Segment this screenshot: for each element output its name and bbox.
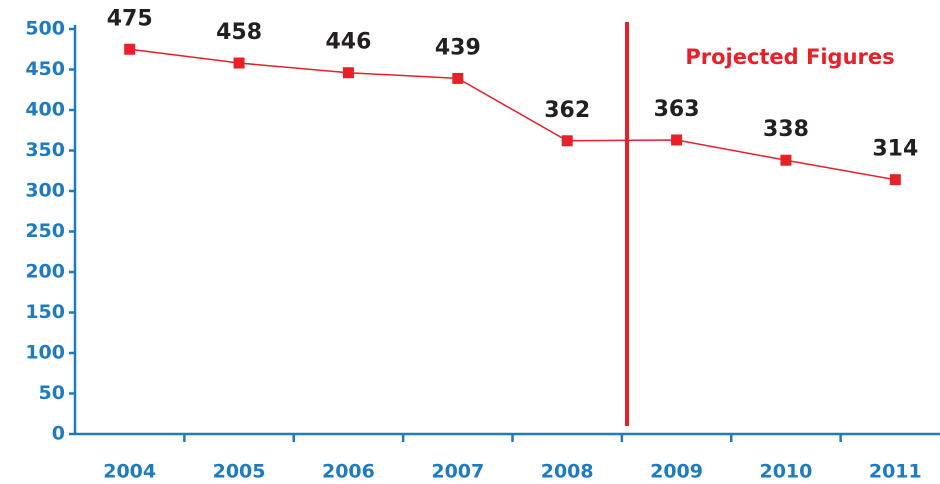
x-tick-label: 2008 — [541, 461, 594, 483]
marker — [889, 174, 901, 186]
data-label: 338 — [763, 117, 809, 142]
data-label: 439 — [435, 35, 481, 60]
data-label: 314 — [872, 137, 918, 162]
x-tick-label: 2009 — [650, 461, 703, 483]
x-tick-label: 2007 — [431, 461, 484, 483]
data-label: 363 — [654, 97, 700, 122]
data-label: 362 — [544, 98, 590, 123]
y-tick-label: 200 — [25, 261, 65, 283]
marker — [452, 72, 464, 84]
y-tick-label: 250 — [25, 220, 65, 242]
y-tick-label: 300 — [25, 180, 65, 202]
x-tick-label: 2010 — [759, 461, 812, 483]
x-tick-label: 2005 — [213, 461, 266, 483]
x-tick-label: 2004 — [103, 461, 156, 483]
y-tick-label: 0 — [52, 423, 65, 445]
y-tick-label: 100 — [25, 342, 65, 364]
y-tick-label: 450 — [25, 58, 65, 80]
marker — [233, 57, 245, 69]
y-tick-label: 400 — [25, 99, 65, 121]
marker — [561, 135, 573, 147]
annotation: Projected Figures — [685, 45, 894, 69]
marker — [124, 43, 136, 55]
data-label: 475 — [107, 6, 153, 31]
marker — [780, 154, 792, 166]
x-tick-label: 2006 — [322, 461, 375, 483]
marker — [671, 134, 683, 146]
y-tick-label: 350 — [25, 139, 65, 161]
x-tick-label: 2011 — [869, 461, 922, 483]
data-label: 458 — [216, 20, 262, 45]
line — [129, 48, 896, 181]
y-tick-label: 500 — [25, 18, 65, 40]
y-tick-label: 50 — [39, 382, 65, 404]
y-tick-label: 150 — [25, 301, 65, 323]
data-label: 446 — [325, 30, 371, 55]
marker — [342, 67, 354, 79]
